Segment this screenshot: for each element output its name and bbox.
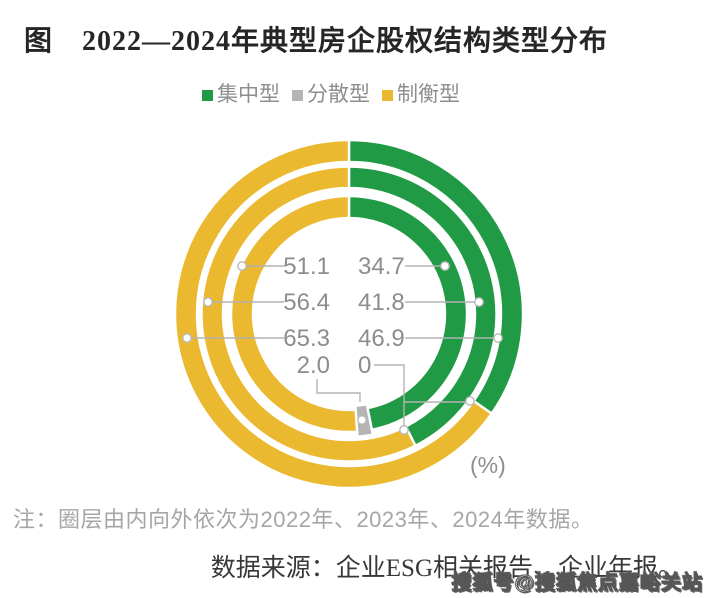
watermark: 搜狐号@搜狐焦点嘉峪关站	[451, 572, 703, 595]
value-label-inner-yellow: 51.1	[283, 253, 330, 280]
chart-legend: 集中型 分散型 制衡型	[0, 84, 662, 106]
legend-swatch-yellow-icon	[382, 90, 393, 101]
dot-gray-segment	[357, 415, 367, 425]
legend-item-dispersed: 分散型	[292, 84, 370, 106]
leader-lines	[187, 265, 498, 428]
dot-middle-right	[474, 297, 484, 307]
value-label-gray-2022: 2.0	[296, 352, 330, 379]
legend-swatch-gray-icon	[292, 90, 303, 101]
ring-2023-segment-制衡型	[200, 165, 418, 463]
legend-item-concentrated: 集中型	[202, 84, 280, 106]
dot-middle-boundary	[399, 425, 409, 435]
value-label-outer-yellow: 65.3	[283, 325, 330, 352]
unit-label: (%)	[470, 452, 506, 478]
footnote: 注：圈层由内向外依次为2022年、2023年、2024年数据。	[13, 507, 594, 532]
ring-2022-segment-制衡型	[229, 194, 359, 434]
leader-dots	[182, 261, 503, 435]
legend-label: 集中型	[217, 83, 280, 106]
value-label-green-row3: 46.9	[358, 325, 405, 352]
dot-outer-left	[182, 333, 192, 343]
value-label-middle-yellow: 56.4	[283, 289, 330, 316]
legend-swatch-green-icon	[202, 90, 213, 101]
dot-outer-boundary	[465, 396, 475, 406]
data-source: 数据来源：企业ESG相关报告、企业年报。	[210, 555, 683, 582]
leader-line-zero	[374, 364, 467, 428]
donut-rings	[173, 138, 525, 490]
leader-line-right-rows	[405, 265, 498, 339]
legend-item-balanced: 制衡型	[382, 84, 460, 106]
chart-title: 图 2022—2024年典型房企股权结构类型分布	[23, 26, 608, 57]
dot-inner-left	[237, 261, 247, 271]
ring-2024-segment-制衡型	[173, 138, 494, 490]
dot-inner-right	[440, 261, 450, 271]
legend-label: 制衡型	[397, 83, 460, 106]
legend-label: 分散型	[307, 83, 370, 106]
dot-middle-left	[203, 297, 213, 307]
value-label-gray-zero: 0	[358, 352, 372, 379]
value-label-green-row1: 34.7	[358, 253, 405, 280]
dot-outer-right	[493, 333, 503, 343]
leader-line-left-rows	[187, 265, 286, 339]
value-label-green-row2: 41.8	[358, 289, 405, 316]
leader-line-gray-2022	[316, 379, 361, 402]
